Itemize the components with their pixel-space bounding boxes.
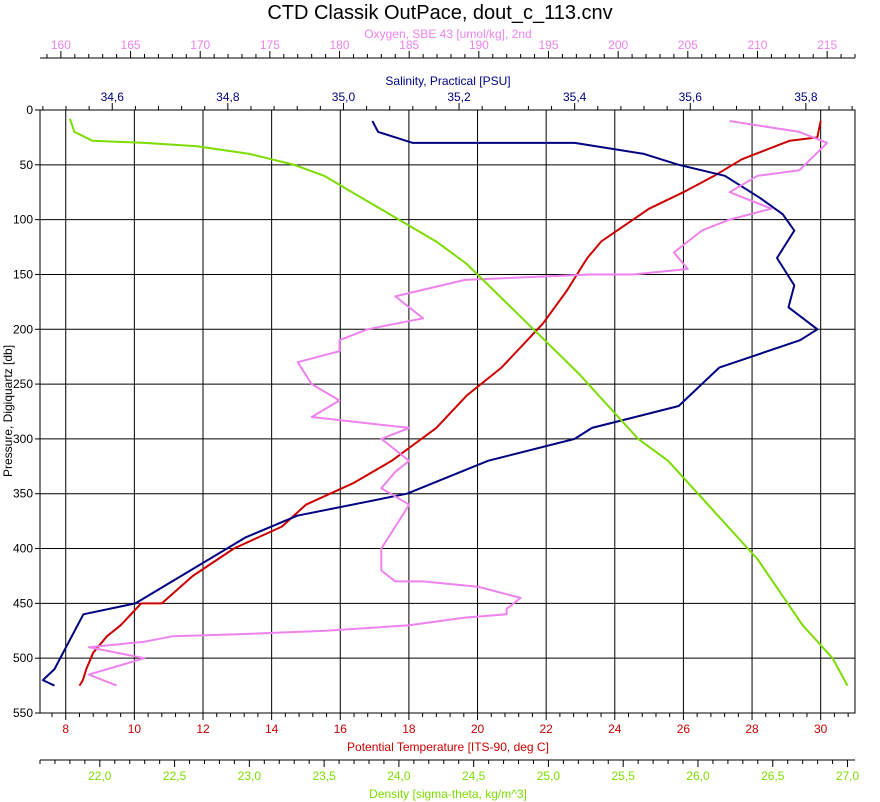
oxygen-tick-label: 200 <box>608 38 628 52</box>
y-tick-label: 100 <box>13 213 33 227</box>
chart-title: CTD Classik OutPace, dout_c_113.cnv <box>267 2 612 24</box>
salinity-axis-label: Salinity, Practical [PSU] <box>385 74 510 88</box>
temperature-axis-label: Potential Temperature [ITS-90, deg C] <box>347 740 549 754</box>
salinity-tick-label: 35,0 <box>332 90 356 104</box>
temperature-tick-label: 20 <box>471 722 485 736</box>
density-tick-label: 23,0 <box>238 769 262 783</box>
temperature-tick-label: 26 <box>677 722 691 736</box>
series-layer <box>41 118 849 687</box>
temperature-tick-label: 8 <box>62 722 69 736</box>
y-tick-label: 450 <box>13 596 33 610</box>
oxygen-tick-label: 185 <box>399 38 419 52</box>
density-tick-label: 25,0 <box>537 769 561 783</box>
y-tick-label: 400 <box>13 542 33 556</box>
y-axis-label: Pressure, Digiquartz [db] <box>1 345 15 477</box>
density-tick-label: 26,0 <box>686 769 710 783</box>
salinity-tick-label: 35,4 <box>563 90 587 104</box>
oxygen-tick-label: 210 <box>747 38 767 52</box>
oxygen-tick-label: 215 <box>817 38 837 52</box>
y-tick-label: 500 <box>13 651 33 665</box>
y-tick-label: 250 <box>13 377 33 391</box>
grid <box>40 109 855 714</box>
plot-frame <box>39 109 856 714</box>
oxygen-tick-label: 165 <box>121 38 141 52</box>
oxygen-tick-label: 190 <box>469 38 489 52</box>
oxygen-tick-label: 180 <box>330 38 350 52</box>
salinity-tick-label: 34,6 <box>101 90 125 104</box>
oxygen-tick-label: 170 <box>190 38 210 52</box>
density-tick-label: 22,0 <box>88 769 112 783</box>
y-tick-label: 350 <box>13 487 33 501</box>
temperature-tick-label: 10 <box>128 722 142 736</box>
salinity-profile-line <box>41 120 819 687</box>
y-tick-label: 50 <box>20 158 34 172</box>
y-tick-label: 0 <box>26 103 33 117</box>
temperature-tick-label: 24 <box>608 722 622 736</box>
salinity-tick-label: 35,8 <box>794 90 818 104</box>
oxygen-profile-line <box>87 120 829 687</box>
density-tick-label: 27,0 <box>836 769 860 783</box>
temperature-profile-line <box>78 120 822 687</box>
salinity-tick-label: 34,8 <box>216 90 240 104</box>
salinity-tick-label: 35,6 <box>679 90 703 104</box>
axes: 0 50 100 150 200 250 300 350 400 450 500 550 160 165 1… <box>13 38 860 783</box>
salinity-tick-label: 35,2 <box>447 90 471 104</box>
temperature-tick-label: 28 <box>745 722 759 736</box>
y-tick-label: 200 <box>13 322 33 336</box>
density-tick-label: 26,5 <box>761 769 785 783</box>
oxygen-tick-label: 160 <box>51 38 71 52</box>
oxygen-tick-label: 205 <box>678 38 698 52</box>
density-tick-label: 24,5 <box>462 769 486 783</box>
density-tick-label: 25,5 <box>612 769 636 783</box>
oxygen-axis-label: Oxygen, SBE 43 [umol/kg], 2nd <box>364 27 531 41</box>
temperature-tick-label: 22 <box>539 722 553 736</box>
density-axis-label: Density [sigma-theta, kg/m^3] <box>369 787 527 801</box>
temperature-tick-label: 18 <box>402 722 416 736</box>
y-tick-label: 150 <box>13 267 33 281</box>
y-tick-label: 300 <box>13 432 33 446</box>
temperature-tick-label: 30 <box>814 722 828 736</box>
density-profile-line <box>68 118 849 687</box>
temperature-tick-label: 12 <box>196 722 210 736</box>
oxygen-tick-label: 175 <box>260 38 280 52</box>
density-tick-label: 23,5 <box>312 769 336 783</box>
temperature-tick-label: 14 <box>265 722 279 736</box>
temperature-tick-label: 16 <box>334 722 348 736</box>
y-tick-label: 550 <box>13 706 33 720</box>
density-tick-label: 22,5 <box>163 769 187 783</box>
oxygen-tick-label: 195 <box>538 38 558 52</box>
density-tick-label: 24,0 <box>387 769 411 783</box>
